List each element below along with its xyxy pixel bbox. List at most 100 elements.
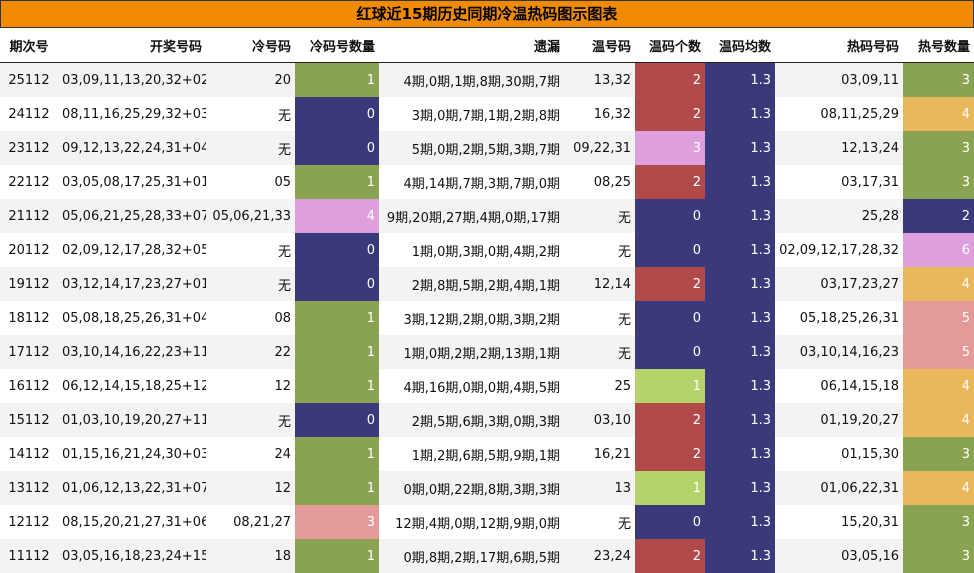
- header-warm-avg: 温码均数: [705, 28, 775, 63]
- cold-count-cell: 1: [295, 437, 379, 471]
- miss-cell: 5期,0期,2期,5期,3期,7期: [379, 131, 564, 165]
- table-row: 25112 03,09,11,13,20,32+02 20 1 4期,0期,1期,8期,…: [0, 62, 974, 97]
- numbers-cell: 05,08,18,25,26,31+04: [58, 301, 206, 335]
- hot-count-cell: 3: [903, 437, 974, 471]
- hot-count-cell: 4: [903, 267, 974, 301]
- warm-cell: 25: [564, 369, 635, 403]
- cold-cell: 05: [206, 165, 295, 199]
- cold-cell: 22: [206, 335, 295, 369]
- cold-count-cell: 1: [295, 62, 379, 97]
- header-warm: 温号码: [564, 28, 635, 63]
- warm-avg-cell: 1.3: [705, 505, 775, 539]
- cold-count-cell: 0: [295, 233, 379, 267]
- header-issue: 期次号: [0, 28, 58, 63]
- warm-count-cell: 1: [635, 369, 705, 403]
- hot-count-cell: 5: [903, 335, 974, 369]
- warm-cell: 12,14: [564, 267, 635, 301]
- cold-count-cell: 1: [295, 539, 379, 573]
- miss-cell: 0期,8期,2期,17期,6期,5期: [379, 539, 564, 573]
- hot-cell: 01,15,30: [775, 437, 903, 471]
- warm-cell: 09,22,31: [564, 131, 635, 165]
- numbers-cell: 08,15,20,21,27,31+06: [58, 505, 206, 539]
- hot-cell: 02,09,12,17,28,32: [775, 233, 903, 267]
- miss-cell: 1期,0期,2期,2期,13期,1期: [379, 335, 564, 369]
- issue-cell: 22112: [0, 165, 58, 199]
- miss-cell: 3期,0期,7期,1期,2期,8期: [379, 97, 564, 131]
- hot-count-cell: 4: [903, 403, 974, 437]
- hot-count-cell: 3: [903, 505, 974, 539]
- header-hot-count: 热号数量: [903, 28, 974, 63]
- warm-count-cell: 2: [635, 62, 705, 97]
- cold-cell: 18: [206, 539, 295, 573]
- cold-count-cell: 0: [295, 97, 379, 131]
- warm-avg-cell: 1.3: [705, 199, 775, 233]
- warm-avg-cell: 1.3: [705, 233, 775, 267]
- cold-cell: 12: [206, 369, 295, 403]
- hot-cell: 03,17,31: [775, 165, 903, 199]
- warm-avg-cell: 1.3: [705, 62, 775, 97]
- miss-cell: 1期,2期,6期,5期,9期,1期: [379, 437, 564, 471]
- miss-cell: 4期,16期,0期,0期,4期,5期: [379, 369, 564, 403]
- cold-cell: 无: [206, 267, 295, 301]
- table-row: 19112 03,12,14,17,23,27+01 无 0 2期,8期,5期,2期,4…: [0, 267, 974, 301]
- miss-cell: 2期,8期,5期,2期,4期,1期: [379, 267, 564, 301]
- warm-count-cell: 3: [635, 131, 705, 165]
- header-cold-count: 冷码号数量: [295, 28, 379, 63]
- numbers-cell: 01,15,16,21,24,30+03: [58, 437, 206, 471]
- warm-count-cell: 0: [635, 335, 705, 369]
- miss-cell: 2期,5期,6期,3期,0期,3期: [379, 403, 564, 437]
- warm-avg-cell: 1.3: [705, 437, 775, 471]
- header-warm-count: 温码个数: [635, 28, 705, 63]
- table-row: 17112 03,10,14,16,22,23+11 22 1 1期,0期,2期,2期,…: [0, 335, 974, 369]
- cold-count-cell: 3: [295, 505, 379, 539]
- warm-cell: 无: [564, 199, 635, 233]
- cold-count-cell: 1: [295, 369, 379, 403]
- issue-cell: 17112: [0, 335, 58, 369]
- table-row: 24112 08,11,16,25,29,32+03 无 0 3期,0期,7期,1期,2…: [0, 97, 974, 131]
- warm-cell: 16,32: [564, 97, 635, 131]
- hot-cell: 03,09,11: [775, 62, 903, 97]
- issue-cell: 21112: [0, 199, 58, 233]
- table-row: 12112 08,15,20,21,27,31+06 08,21,27 3 12期,4期…: [0, 505, 974, 539]
- warm-count-cell: 2: [635, 437, 705, 471]
- warm-cell: 13,32: [564, 62, 635, 97]
- issue-cell: 16112: [0, 369, 58, 403]
- table-row: 18112 05,08,18,25,26,31+04 08 1 3期,12期,2期,0期…: [0, 301, 974, 335]
- hot-count-cell: 3: [903, 62, 974, 97]
- chart-title: 红球近15期历史同期冷温热码图示图表: [0, 0, 974, 28]
- cold-count-cell: 4: [295, 199, 379, 233]
- issue-cell: 15112: [0, 403, 58, 437]
- numbers-cell: 08,11,16,25,29,32+03: [58, 97, 206, 131]
- table-row: 14112 01,15,16,21,24,30+03 24 1 1期,2期,6期,5期,…: [0, 437, 974, 471]
- header-cold: 冷号码: [206, 28, 295, 63]
- numbers-cell: 03,05,16,18,23,24+15: [58, 539, 206, 573]
- hot-cell: 06,14,15,18: [775, 369, 903, 403]
- cold-cell: 无: [206, 233, 295, 267]
- warm-count-cell: 0: [635, 505, 705, 539]
- numbers-cell: 05,06,21,25,28,33+07: [58, 199, 206, 233]
- cold-count-cell: 1: [295, 301, 379, 335]
- hot-cell: 03,10,14,16,23: [775, 335, 903, 369]
- warm-count-cell: 2: [635, 97, 705, 131]
- warm-avg-cell: 1.3: [705, 131, 775, 165]
- hot-count-cell: 2: [903, 199, 974, 233]
- cold-cell: 无: [206, 131, 295, 165]
- issue-cell: 12112: [0, 505, 58, 539]
- warm-count-cell: 2: [635, 267, 705, 301]
- cold-count-cell: 0: [295, 267, 379, 301]
- header-row: 期次号 开奖号码 冷号码 冷码号数量 遗漏 温号码 温码个数 温码均数 热码号码…: [0, 28, 974, 63]
- numbers-cell: 01,06,12,13,22,31+07: [58, 471, 206, 505]
- warm-cell: 23,24: [564, 539, 635, 573]
- miss-cell: 3期,12期,2期,0期,3期,2期: [379, 301, 564, 335]
- cold-cell: 24: [206, 437, 295, 471]
- warm-avg-cell: 1.3: [705, 301, 775, 335]
- warm-count-cell: 0: [635, 199, 705, 233]
- cold-cell: 无: [206, 97, 295, 131]
- cold-cell: 05,06,21,33: [206, 199, 295, 233]
- miss-cell: 12期,4期,0期,12期,9期,0期: [379, 505, 564, 539]
- issue-cell: 14112: [0, 437, 58, 471]
- hot-cell: 08,11,25,29: [775, 97, 903, 131]
- issue-cell: 18112: [0, 301, 58, 335]
- hot-count-cell: 3: [903, 131, 974, 165]
- hot-count-cell: 4: [903, 97, 974, 131]
